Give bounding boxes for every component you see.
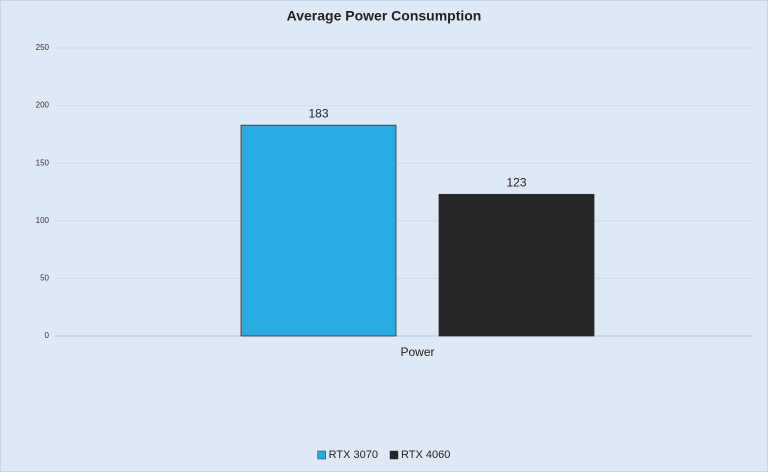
legend-swatch — [317, 450, 326, 460]
legend-label: RTX 4060 — [401, 449, 450, 461]
legend-swatch — [389, 450, 399, 460]
y-tick-label: 100 — [36, 216, 50, 225]
bar — [438, 193, 595, 337]
y-tick-label: 250 — [36, 43, 50, 52]
y-tick-label: 0 — [45, 331, 50, 340]
y-tick-label: 200 — [36, 101, 50, 110]
chart-title: Average Power Consumption — [287, 8, 482, 24]
y-tick-label: 150 — [36, 158, 50, 167]
legend-label: RTX 3070 — [329, 449, 378, 461]
y-tick-label: 50 — [40, 274, 49, 283]
x-tick-label: Power — [400, 345, 434, 359]
data-label: 183 — [308, 106, 328, 120]
data-label: 123 — [506, 175, 526, 189]
bar — [240, 124, 397, 337]
